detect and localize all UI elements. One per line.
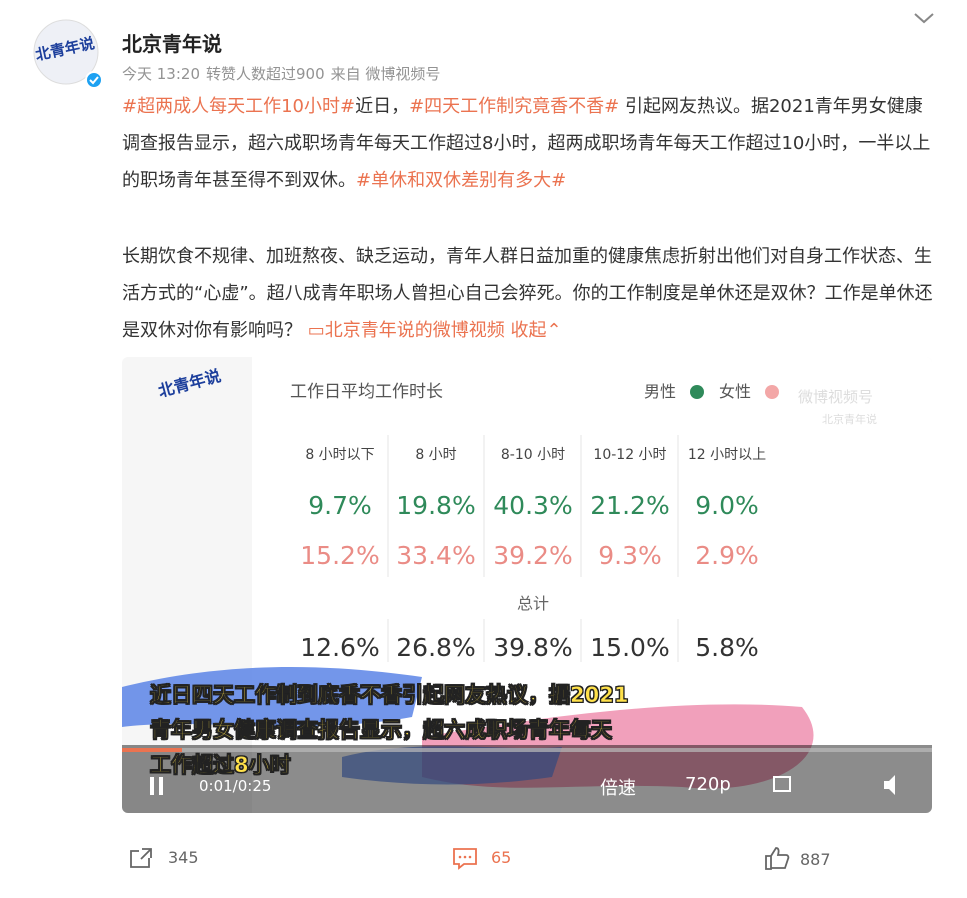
share-count[interactable]: 345 <box>168 848 199 867</box>
total-value: 39.8% <box>493 633 572 662</box>
legend-dot <box>690 385 704 399</box>
male-value: 9.7% <box>308 491 372 520</box>
text: 长期饮食不规律、加班熬夜、缺乏运动，青年人群日益加重的健康焦虑折射出他们对自身工… <box>122 246 933 341</box>
female-value: 2.9% <box>695 541 759 570</box>
female-value: 39.2% <box>493 541 572 570</box>
video-link[interactable]: ▭北京青年说的微博视频 <box>307 320 505 341</box>
column-header: 10-12 小时 <box>593 447 666 463</box>
collapse[interactable]: 收起⌃ <box>510 320 562 341</box>
male-value: 19.8% <box>396 491 475 520</box>
share-icon[interactable] <box>129 846 155 870</box>
logo-text: 北青年说 <box>156 366 223 401</box>
total-value: 12.6% <box>300 633 379 662</box>
male-value: 40.3% <box>493 491 572 520</box>
menu-chevron[interactable] <box>912 10 936 26</box>
hashtag[interactable]: #单休和双休差别有多大# <box>356 170 567 191</box>
source[interactable]: 来自 微博视频号 <box>330 65 441 83</box>
collapse-text[interactable]: 收起 <box>510 320 547 341</box>
column-header: 8 小时以下 <box>305 447 374 463</box>
watermark: 北京青年说 <box>822 412 877 426</box>
time: 今天 13:20 <box>122 65 200 83</box>
comment-count[interactable]: 65 <box>491 848 512 867</box>
total-value: 15.0% <box>590 633 669 662</box>
total-value: 5.8% <box>695 633 759 662</box>
text: 引起网友热议。据2021青年男女健康调查报告显示，超六成职场青年每天工作超过8小… <box>122 96 931 191</box>
paragraph: 长期饮食不规律、加班熬夜、缺乏运动，青年人群日益加重的健康焦虑折射出他们对自身工… <box>122 238 934 349</box>
like-icon[interactable] <box>764 845 792 871</box>
subtitle-line: 工作超过8小时 <box>150 753 291 778</box>
total-label: 总计 <box>517 594 549 613</box>
subtitle-line: 近日四天工作制到底香不香引起网友热议，据2021 <box>150 683 629 708</box>
total-value: 26.8% <box>396 633 475 662</box>
subtitle-line: 青年男女健康调查报告显示，超六成职场青年每天 <box>150 718 613 743</box>
time-display: 0:01/0:25 <box>199 777 272 795</box>
column-header: 12 小时以上 <box>688 447 766 463</box>
column-header: 8-10 小时 <box>501 447 565 463</box>
hashtag[interactable]: #四天工作制究竟香不香# <box>409 96 620 117</box>
column-header: 8 小时 <box>415 447 456 463</box>
female-value: 15.2% <box>300 541 379 570</box>
hashtag[interactable]: #超两成人每天工作10小时# <box>122 96 356 117</box>
video[interactable]: 北青年说 工作日平均工作时长 男性 女性 微博视频号北京青年说 8 小时以下 9.7% 15… <box>122 357 932 813</box>
male-value: 21.2% <box>590 491 669 520</box>
meta: 今天 13:20 转赞人数超过900 来自 微博视频号 <box>122 63 446 84</box>
watermark: 微博视频号 <box>798 388 873 406</box>
link-text[interactable]: 北京青年说的微博视频 <box>324 320 505 341</box>
text: 近日， <box>355 96 410 117</box>
comment-icon[interactable] <box>452 846 478 870</box>
table-title: 工作日平均工作时长 <box>290 382 443 402</box>
female-value: 9.3% <box>598 541 662 570</box>
avatar[interactable]: 北青年说 <box>32 14 106 94</box>
note: 转赞人数超过900 <box>206 65 325 83</box>
female-value: 33.4% <box>396 541 475 570</box>
male-value: 9.0% <box>695 491 759 520</box>
quality-button[interactable]: 720p <box>685 774 731 795</box>
speed-button[interactable]: 倍速 <box>600 778 636 799</box>
legend-dot <box>765 385 779 399</box>
author[interactable]: 北京青年说 <box>122 32 222 56</box>
paragraph: #超两成人每天工作10小时#近日，#四天工作制究竟香不香# 引起网友热议。据20… <box>122 88 934 199</box>
legend: 男性 <box>644 382 676 401</box>
like-count[interactable]: 887 <box>800 850 831 869</box>
legend: 女性 <box>719 382 751 401</box>
